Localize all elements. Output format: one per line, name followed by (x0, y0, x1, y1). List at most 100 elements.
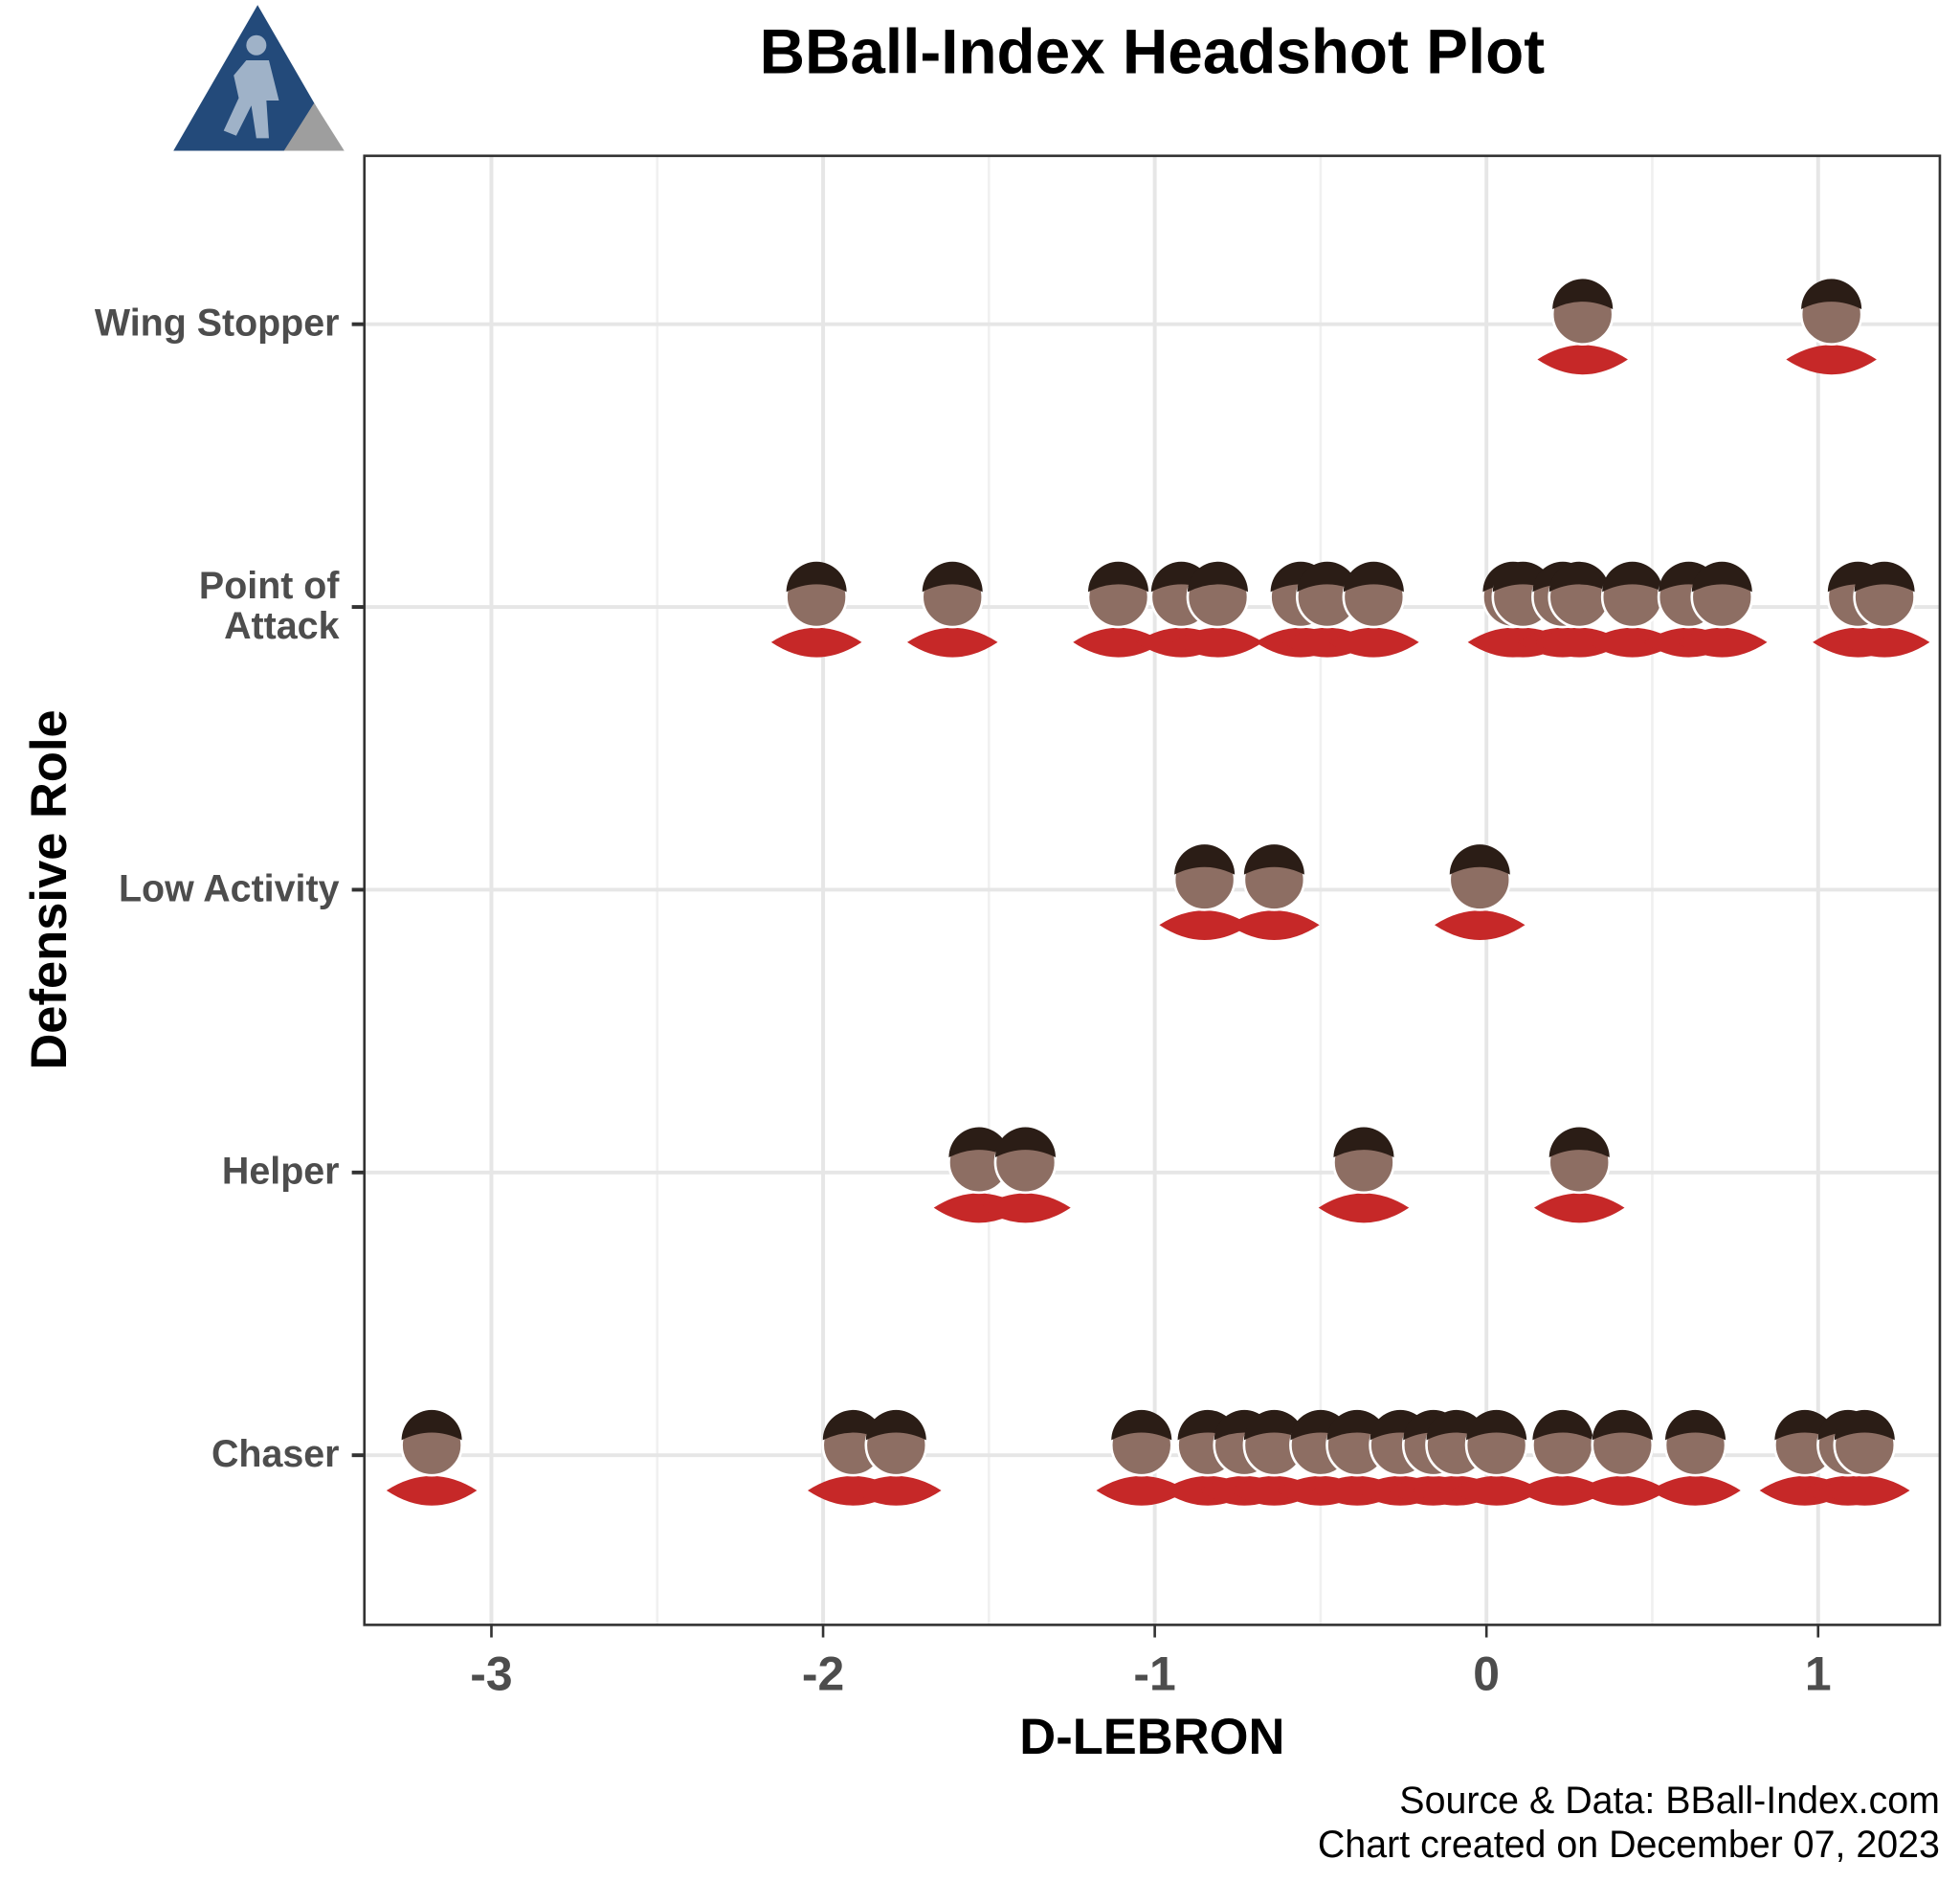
jersey (1587, 627, 1678, 658)
hair (865, 1409, 926, 1441)
headshot (1537, 279, 1628, 375)
y-tick-label-wrap: Point of Attack (76, 557, 340, 658)
x-tick-label: -1 (1133, 1647, 1175, 1701)
headshot (770, 561, 862, 658)
hair (948, 1127, 1010, 1158)
jersey (1229, 910, 1320, 940)
hair (1187, 561, 1248, 593)
hair (1548, 561, 1610, 593)
y-tick-label-box: Point of Attack (76, 557, 340, 658)
hair (1449, 844, 1510, 875)
headshot (1650, 1409, 1741, 1506)
jersey (1786, 345, 1877, 375)
source: Source & Data: BBall-Index.com (1399, 1780, 1940, 1822)
headshot (906, 561, 998, 658)
hair (1532, 1409, 1593, 1441)
headshot (1819, 1409, 1910, 1506)
y-tick-label-box: Low Activity (76, 840, 340, 940)
y-tick-label-wrap: Low Activity (76, 840, 340, 940)
jersey (1318, 1193, 1410, 1223)
hair (1691, 561, 1752, 593)
created-note: Chart created on December 07, 2023 (1318, 1824, 1940, 1866)
hair (1552, 279, 1614, 309)
headshot (386, 1409, 478, 1506)
hair (1834, 1409, 1895, 1441)
y-tick-label-wrap: Wing Stopper (76, 274, 340, 374)
hair (401, 1409, 462, 1441)
jersey (1096, 1475, 1188, 1506)
y-tick-label-box: Wing Stopper (76, 274, 340, 374)
headshot (1172, 561, 1263, 658)
jersey (1073, 627, 1164, 658)
chart-title: BBall-Index Headshot Plot (760, 16, 1546, 86)
headshot (1786, 279, 1877, 375)
hair (786, 561, 847, 593)
hair (1243, 844, 1304, 875)
hair (1174, 844, 1236, 875)
jersey (1819, 1475, 1910, 1506)
hair (1297, 561, 1358, 593)
headshot (1676, 561, 1768, 658)
jersey (770, 627, 862, 658)
hair (1243, 1409, 1304, 1441)
hair (1592, 1409, 1653, 1441)
x-tick-label: -3 (470, 1647, 512, 1701)
jersey (906, 627, 998, 658)
jersey (1159, 910, 1250, 940)
headshot (1587, 561, 1678, 658)
x-tick-label: 0 (1473, 1647, 1500, 1701)
jersey (1650, 1475, 1741, 1506)
headshot (1451, 1409, 1542, 1506)
jersey (1435, 910, 1526, 940)
headshot (1229, 844, 1320, 940)
jersey (1172, 627, 1263, 658)
hair (1548, 1127, 1610, 1158)
x-tick-label: -2 (802, 1647, 844, 1701)
jersey (1451, 1475, 1542, 1506)
logo (173, 5, 345, 151)
jersey (1676, 627, 1768, 658)
headshot (1435, 844, 1526, 940)
hair (1602, 561, 1663, 593)
hair (1466, 1409, 1527, 1441)
jersey (1577, 1475, 1668, 1506)
hair (1665, 1409, 1726, 1441)
y-tick-label-box: Chaser (76, 1405, 340, 1506)
y-tick-label-wrap: Chaser (76, 1405, 340, 1506)
jersey (1537, 345, 1628, 375)
y-tick-label-box: Helper (76, 1122, 340, 1222)
headshot (1577, 1409, 1668, 1506)
hair (1801, 279, 1862, 309)
hair (1854, 561, 1915, 593)
hair (1343, 561, 1404, 593)
y-tick-label: Chaser (211, 1433, 340, 1476)
headshot (851, 1409, 942, 1506)
x-axis-title: D-LEBRON (1019, 1709, 1284, 1765)
x-tick-label: 1 (1805, 1647, 1832, 1701)
y-tick-label: Wing Stopper (94, 302, 340, 345)
headshot (1159, 844, 1250, 940)
jersey (386, 1475, 478, 1506)
hair (994, 1127, 1056, 1158)
y-tick-label: Point of Attack (198, 565, 340, 648)
y-tick-label: Low Activity (118, 868, 340, 910)
hair (1111, 1409, 1172, 1441)
jersey (851, 1475, 942, 1506)
headshot (1318, 1127, 1410, 1223)
hair (1333, 1127, 1394, 1158)
jersey (980, 1193, 1071, 1223)
y-tick-label-wrap: Helper (76, 1122, 340, 1222)
headshot (1533, 1127, 1625, 1223)
headshot (1838, 561, 1930, 658)
jersey (1533, 1193, 1625, 1223)
y-tick-label: Helper (221, 1151, 340, 1193)
hair (1087, 561, 1149, 593)
hair (922, 561, 983, 593)
y-axis-title: Defensive Role (21, 709, 78, 1069)
jersey (1328, 627, 1419, 658)
headshot (1096, 1409, 1188, 1506)
headshot (980, 1127, 1071, 1223)
jersey (1517, 1475, 1609, 1506)
